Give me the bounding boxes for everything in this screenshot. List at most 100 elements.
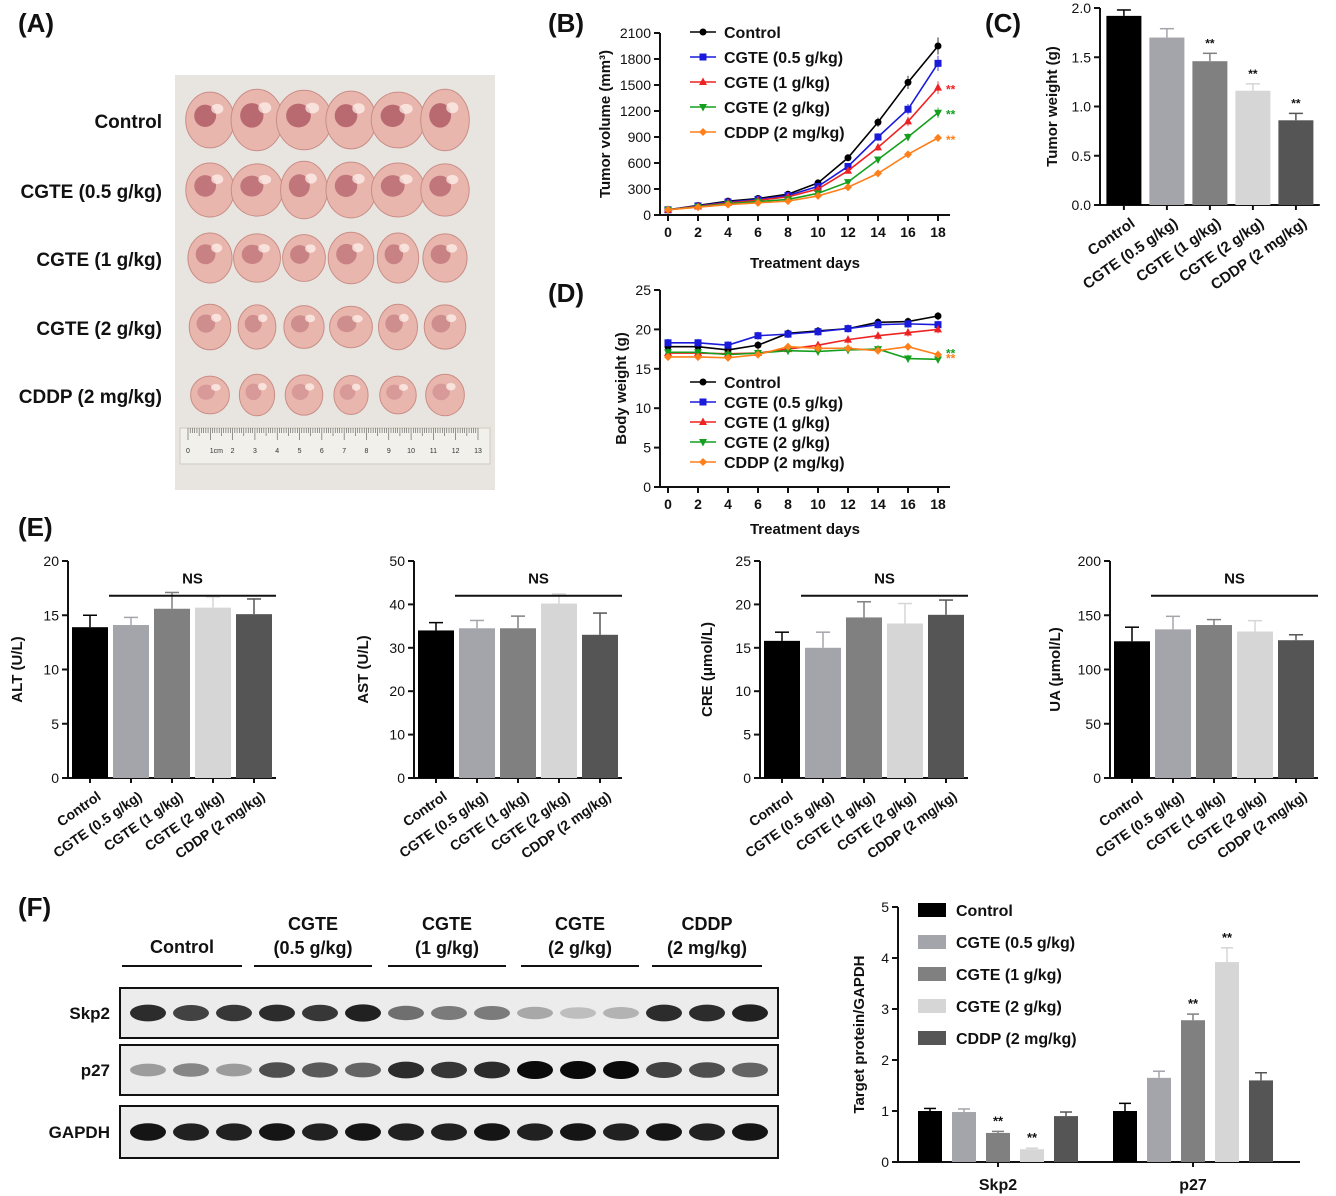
western-band [302,1123,338,1141]
ruler-number: 0 [186,448,190,455]
chart-e1-y-tick-label: 0 [51,770,59,786]
chart-f-y-tick-label: 5 [881,899,889,915]
chart-b-legend-entry: Control [724,25,781,42]
chart-f-legend-swatch [918,999,946,1013]
chart-f-significance: ** [993,1113,1004,1128]
ruler-number: 1cm [210,448,223,455]
chart-b-legend-entry: CDDP (2 mg/kg) [724,125,845,142]
chart-d-x-tick-label: 8 [784,496,792,512]
ruler [179,427,491,465]
tumor-highlight [258,243,270,253]
chart-e3-y-tick-label: 0 [743,770,751,786]
tumor-hemorrhage [334,104,358,128]
chart-d-y-tick-label: 15 [635,361,651,377]
chart-e1-bar [195,607,231,778]
ruler-number: 7 [342,448,346,455]
chart-d-series-line [668,323,939,346]
chart-e1-significance: NS [182,571,203,588]
western-band [646,1123,682,1141]
chart-b-data-point [664,205,672,214]
chart-f-y-tick-label: 4 [881,950,889,966]
chart-f-category-label: p27 [1179,1177,1207,1194]
chart-e2-bar [500,628,536,778]
chart-f-legend-entry: CDDP (2 mg/kg) [956,1031,1077,1048]
chart-f-bar [1020,1149,1044,1162]
western-group-label: (2 mg/kg) [667,938,747,958]
western-band [173,1005,209,1021]
tumor-hemorrhage [240,103,264,128]
panel-label-f: (F) [18,892,52,922]
ruler-number: 13 [474,448,482,455]
chart-b-x-tick-label: 2 [694,224,702,240]
chart-d-data-point [724,341,732,349]
chart-d-data-point [754,350,762,359]
western-band [474,1006,510,1020]
chart-b-legend-marker [699,28,707,36]
chart-d-data-point [844,335,852,343]
chart-d-data-point [664,339,672,347]
western-group-label: Control [150,937,214,957]
panel-label-a: (A) [18,8,55,38]
ruler-number: 3 [253,448,257,455]
chart-f-significance: ** [1222,930,1233,945]
western-band [216,1004,252,1022]
western-group-label: (1 g/kg) [415,938,479,958]
ruler-number: 9 [387,448,391,455]
chart-e1-y-tick-label: 10 [43,662,59,678]
tumor-highlight [304,383,315,391]
chart-f-legend-swatch [918,967,946,981]
chart-b-data-point [904,116,912,125]
tumor-highlight [352,173,365,184]
chart-b-data-point [784,197,792,206]
chart-e4-bar [1196,625,1232,778]
western-band [431,1061,467,1079]
chart-b-legend-marker [699,104,707,112]
tumor-highlight [211,313,222,322]
chart-d-x-tick-label: 4 [724,496,732,512]
western-band [388,1123,424,1141]
tumor-hemorrhage [429,175,452,197]
chart-f-legend-entry: CGTE (2 g/kg) [956,999,1062,1016]
western-band [689,1123,725,1141]
western-band [431,1123,467,1141]
chart-e2-bar [541,603,577,778]
chart-d-y-tick-label: 25 [635,282,651,298]
chart-f-legend-swatch [918,1031,946,1045]
chart-e1-y-tick-label: 5 [51,716,59,732]
tumor-highlight [399,174,413,185]
chart-c-y-tick-label: 0.5 [1072,148,1092,164]
western-band [732,1123,768,1141]
chart-b-x-tick-label: 0 [664,224,672,240]
chart-d-series-line [668,345,939,359]
chart-d-legend-marker [699,417,707,425]
chart-e3-y-tick-label: 15 [735,640,751,656]
tumor-hemorrhage [380,175,405,197]
chart-b-data-point [934,109,942,118]
chart-e4-y-tick-label: 200 [1078,553,1102,569]
chart-f-y-tick-label: 1 [881,1103,889,1119]
western-band [646,1062,682,1078]
chart-b-data-point [934,83,942,91]
chart-d-y-tick-label: 20 [635,321,651,337]
chart-c-bar [1106,15,1142,205]
panel-label-b: (B) [548,8,585,38]
western-band [603,1007,639,1019]
panel-label-d: (D) [548,278,585,308]
chart-d-x-tick-label: 0 [664,496,672,512]
chart-b-data-point [814,191,822,200]
chart-e3-bar [887,623,923,778]
western-band [345,1004,381,1022]
tumor-hemorrhage [288,174,310,198]
chart-b-x-tick-label: 8 [784,224,792,240]
chart-e3-bar [805,647,841,778]
chart-e3-y-label: CRE (μmol/L) [699,622,716,717]
ruler-number: 10 [407,448,415,455]
chart-f-bar [1054,1116,1078,1162]
western-row-label: GAPDH [49,1123,110,1142]
chart-d-data-point [784,342,792,351]
chart-b-data-point [844,166,852,174]
chart-f-y-tick-label: 2 [881,1052,889,1068]
chart-d-data-point [754,332,762,340]
chart-b-x-tick-label: 10 [810,224,826,240]
chart-d-data-point [694,352,702,361]
